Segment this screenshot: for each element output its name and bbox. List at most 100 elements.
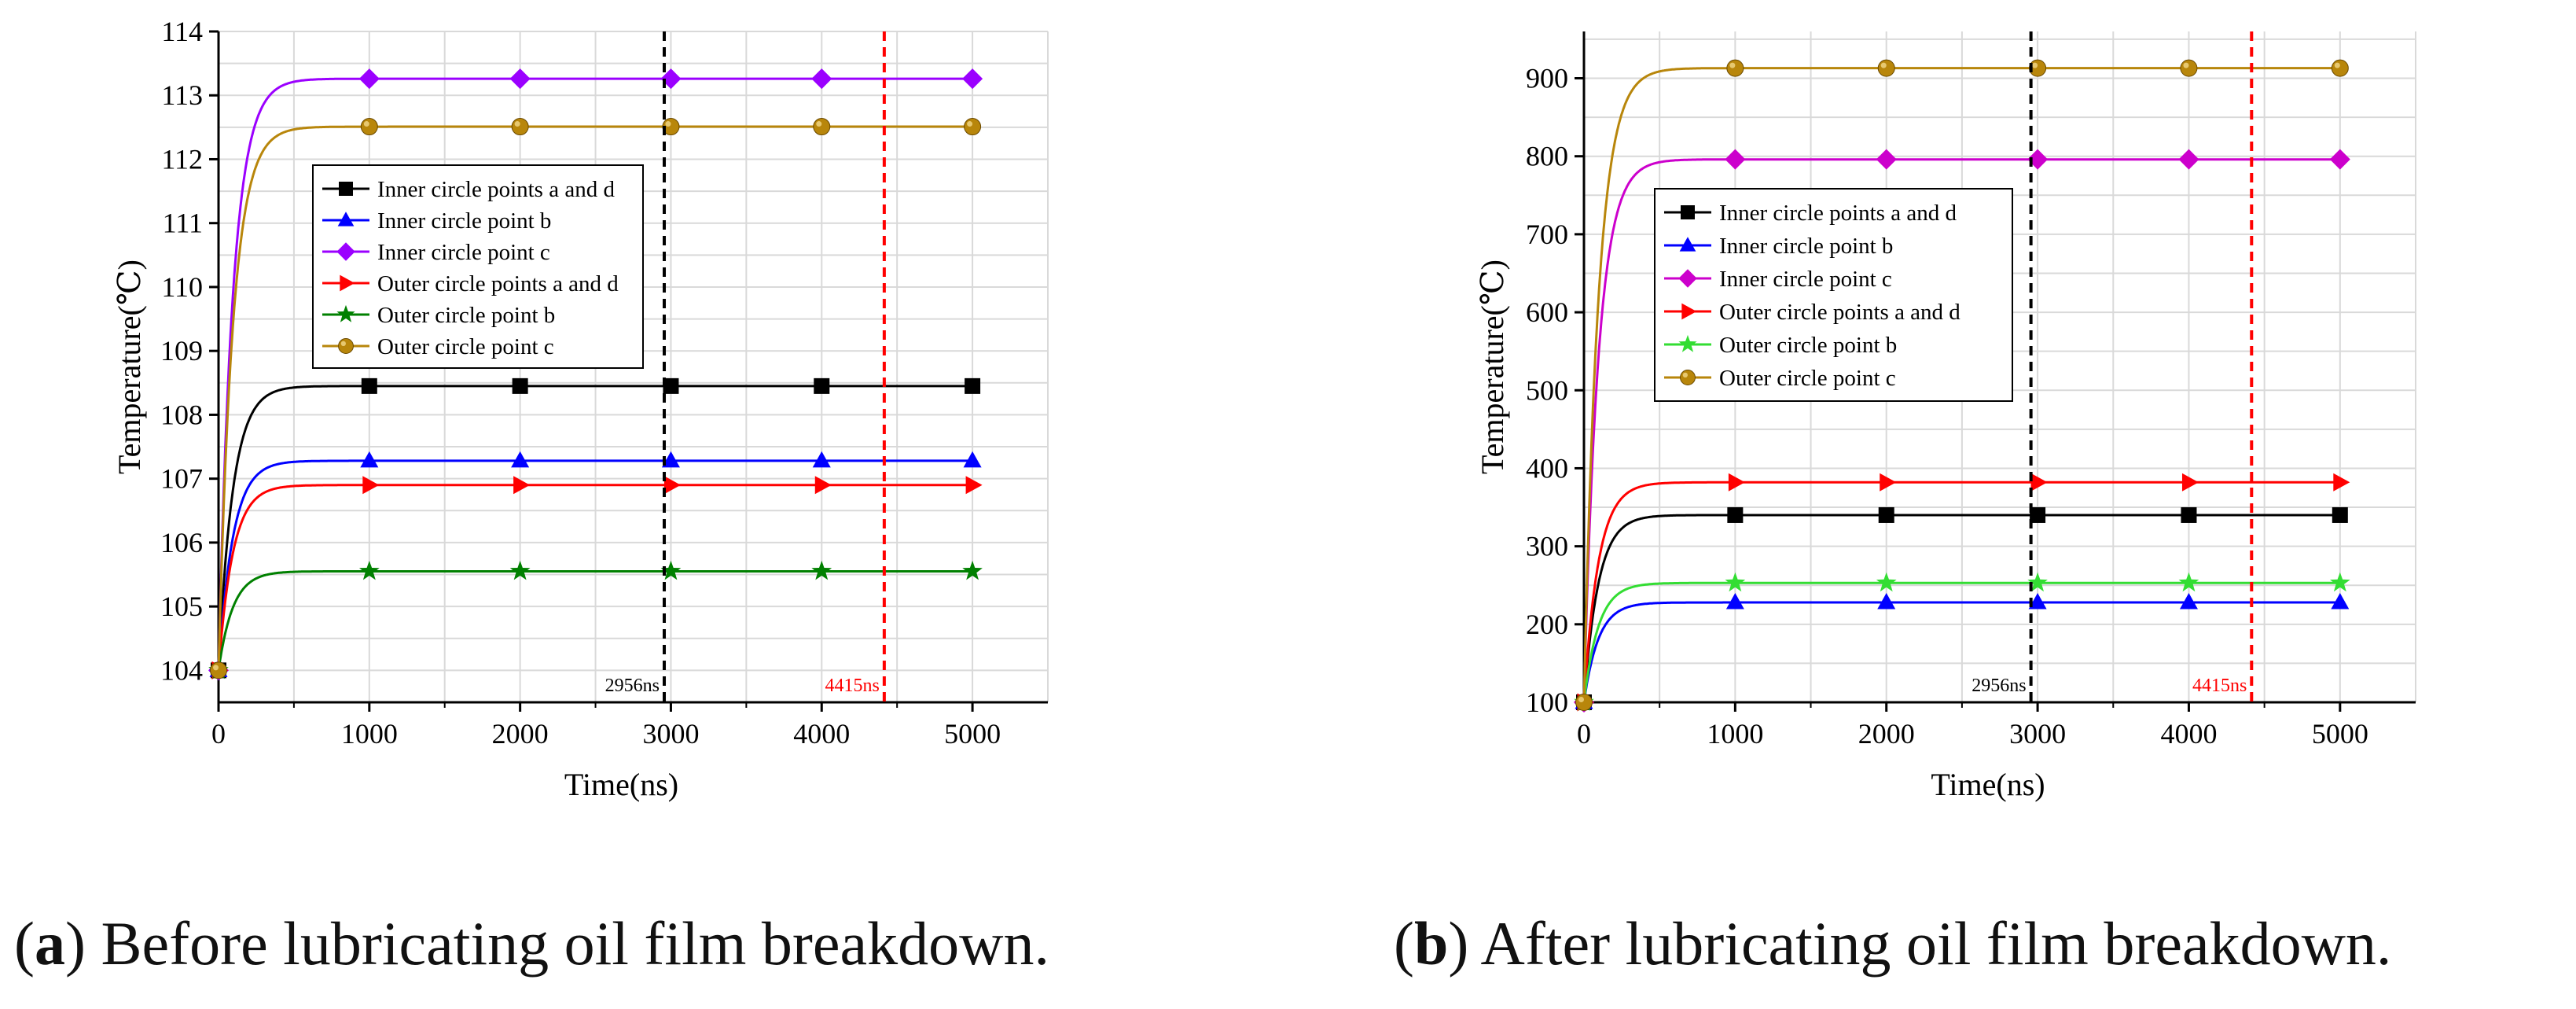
legend-item: Inner circle points a and d <box>322 177 615 202</box>
series-line <box>1582 67 2340 703</box>
y-tick-label: 900 <box>1526 63 1568 94</box>
series-6 <box>210 118 982 679</box>
data-point <box>2179 593 2198 609</box>
y-tick-label: 108 <box>160 399 203 430</box>
data-point <box>1877 59 1895 77</box>
legend-marker <box>1678 334 1697 352</box>
data-point <box>964 118 982 136</box>
data-point <box>1575 694 1593 711</box>
legend-label: Outer circle point b <box>1719 333 1897 358</box>
legend-item: Outer circle point b <box>1664 333 1897 358</box>
x-tick-label: 5000 <box>2312 718 2368 749</box>
data-point <box>2029 59 2047 77</box>
x-tick-label: 4000 <box>793 718 850 749</box>
series-line <box>1582 581 2340 703</box>
y-tick-label: 110 <box>161 271 203 303</box>
legend-item: Inner circle points a and d <box>1664 201 1957 226</box>
data-point <box>1728 473 1745 492</box>
x-tick-label: 3000 <box>642 718 699 749</box>
data-point <box>2332 506 2348 523</box>
data-point <box>362 476 380 495</box>
x-tick-label: 3000 <box>2009 718 2066 749</box>
legend-label: Inner circle point c <box>1719 267 1892 292</box>
y-tick-label: 600 <box>1526 296 1568 328</box>
data-point <box>2027 572 2048 592</box>
series-line <box>217 570 973 671</box>
reference-line-label: 4415ns <box>825 676 880 696</box>
legend-label: Inner circle point c <box>377 240 550 265</box>
legend-marker <box>336 242 355 261</box>
data-point <box>360 451 379 468</box>
legend-label: Inner circle point b <box>377 208 551 234</box>
legend-label: Inner circle points a and d <box>377 177 615 202</box>
y-tick-label: 113 <box>161 79 203 111</box>
legend-marker <box>1680 370 1696 385</box>
y-tick-label: 112 <box>161 143 203 175</box>
legend-item: Outer circle points a and d <box>1664 300 1960 325</box>
data-point <box>1880 473 1897 492</box>
data-point <box>2331 59 2349 77</box>
data-point <box>963 451 982 468</box>
legend-item: Outer circle point c <box>1664 366 1896 391</box>
data-point <box>1725 149 1746 170</box>
x-tick-label: 0 <box>211 718 226 749</box>
x-axis-title: Time(ns) <box>1931 767 2045 802</box>
series-1 <box>1576 506 2348 710</box>
data-point <box>512 377 528 394</box>
y-tick-label: 800 <box>1526 141 1568 172</box>
legend-item: Outer circle point b <box>322 303 555 328</box>
legend-label: Inner circle points a and d <box>1719 201 1957 226</box>
legend-marker <box>339 182 353 196</box>
y-tick-label: 109 <box>160 335 203 366</box>
legend-box <box>1654 188 2013 402</box>
caption-a: (a) Before lubricating oil film breakdow… <box>14 909 1049 978</box>
y-tick-label: 107 <box>160 463 203 495</box>
series-2 <box>1575 593 2350 709</box>
series-1 <box>211 377 981 679</box>
y-tick-label: 111 <box>163 208 203 239</box>
legend-label: Outer circle points a and d <box>377 271 619 296</box>
series-3 <box>208 68 983 681</box>
data-point <box>359 561 380 580</box>
data-point <box>2028 593 2047 609</box>
legend-item: Inner circle point c <box>1664 267 1892 292</box>
legend-label: Outer circle point c <box>377 334 554 359</box>
data-point <box>663 377 679 394</box>
legend-marker <box>336 304 355 322</box>
series-line <box>1582 158 2340 703</box>
legend-label: Outer circle point b <box>377 303 555 328</box>
y-tick-label: 105 <box>160 591 203 622</box>
data-point <box>663 476 681 495</box>
data-point <box>2030 506 2046 523</box>
data-point <box>210 661 227 679</box>
reference-line-1: 2956ns <box>605 31 667 702</box>
data-point <box>358 68 380 90</box>
data-point <box>962 68 983 90</box>
series-3 <box>1574 149 2350 713</box>
reference-line-label: 2956ns <box>1972 676 2026 696</box>
legend-marker <box>1681 303 1697 320</box>
data-point <box>2181 506 2197 523</box>
data-point <box>1726 59 1744 77</box>
series-6 <box>1575 59 2349 711</box>
legend-marker <box>338 338 354 354</box>
data-point <box>511 118 529 136</box>
chart-panel-b: 0 1000 2000 3000 4000 5000 100 200 300 400 500 600 7… <box>1475 31 2416 802</box>
caption-b-letter: b <box>1413 909 1449 978</box>
series-line <box>1582 514 2340 703</box>
reference-line-2: 4415ns <box>2192 31 2254 702</box>
y-tick-label: 700 <box>1526 219 1568 250</box>
data-point <box>1877 593 1896 609</box>
data-point <box>2180 59 2198 77</box>
series-line <box>1582 601 2340 703</box>
data-point <box>1876 149 1897 170</box>
series-line <box>217 459 973 671</box>
y-tick-label: 106 <box>160 527 203 558</box>
data-point <box>509 561 531 580</box>
y-tick-label: 400 <box>1526 452 1568 484</box>
x-tick-label: 1000 <box>341 718 398 749</box>
legend-label: Inner circle point b <box>1719 234 1893 259</box>
data-point <box>965 377 981 394</box>
data-point <box>811 561 832 580</box>
